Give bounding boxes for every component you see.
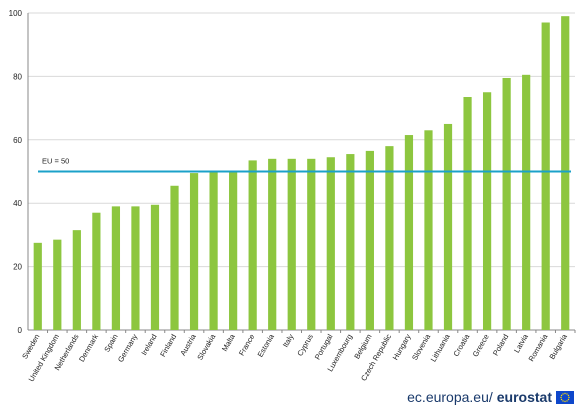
y-tick-label: 60 [13,136,22,145]
category-label: Spain [102,333,119,354]
bar [209,171,218,330]
category-label: Bulgaria [547,332,569,361]
bar [248,160,257,330]
reference-line-label: EU = 50 [42,157,69,166]
source-site: ec.europa.eu/ [407,389,493,405]
bar [326,157,335,330]
category-label: France [237,333,256,358]
category-label: Estonia [256,332,277,359]
y-tick-label: 20 [13,263,22,272]
bar [482,92,492,330]
category-label: Latvia [512,332,530,355]
category-label: Lithuania [429,332,452,364]
bar [72,230,81,330]
eu-flag-icon [556,390,574,404]
bar [561,16,570,330]
category-label: Sweden [20,333,41,361]
category-label: Romania [527,332,550,363]
category-label: Finland [158,333,178,359]
bar [502,77,511,330]
bar [170,185,179,330]
category-label: Cyprus [295,332,315,357]
category-label: Austria [178,332,198,357]
source-brand: eurostat [496,389,552,405]
category-label: Malta [220,332,237,353]
y-tick-label: 80 [13,72,22,81]
y-tick-label: 40 [13,199,22,208]
bar [404,135,414,330]
category-label: Ireland [139,333,158,357]
bar [111,206,121,330]
y-tick-label: 100 [9,9,23,18]
bar [443,123,453,330]
category-label: Denmark [77,332,100,363]
bar [346,154,355,330]
bar [189,173,199,330]
category-label: Italy [281,332,296,349]
bar [131,206,140,330]
bar [307,158,316,330]
category-label: Poland [491,333,510,358]
category-label: Croatia [451,332,471,358]
bar [463,97,472,330]
source-footer: ec.europa.eu/eurostat [407,389,574,405]
bar [287,158,296,330]
bar [53,239,62,330]
bar [268,158,277,330]
category-label: Belgium [352,333,373,361]
bar [385,146,394,330]
bar [92,212,101,330]
category-label: Greece [471,333,491,359]
bar [365,150,374,330]
y-tick-label: 0 [18,326,23,335]
bar [522,74,531,330]
bar [150,204,160,330]
category-label: Slovakia [195,332,217,362]
bar [229,171,238,330]
bar [424,130,433,330]
bar [33,242,42,330]
bar [541,22,550,330]
